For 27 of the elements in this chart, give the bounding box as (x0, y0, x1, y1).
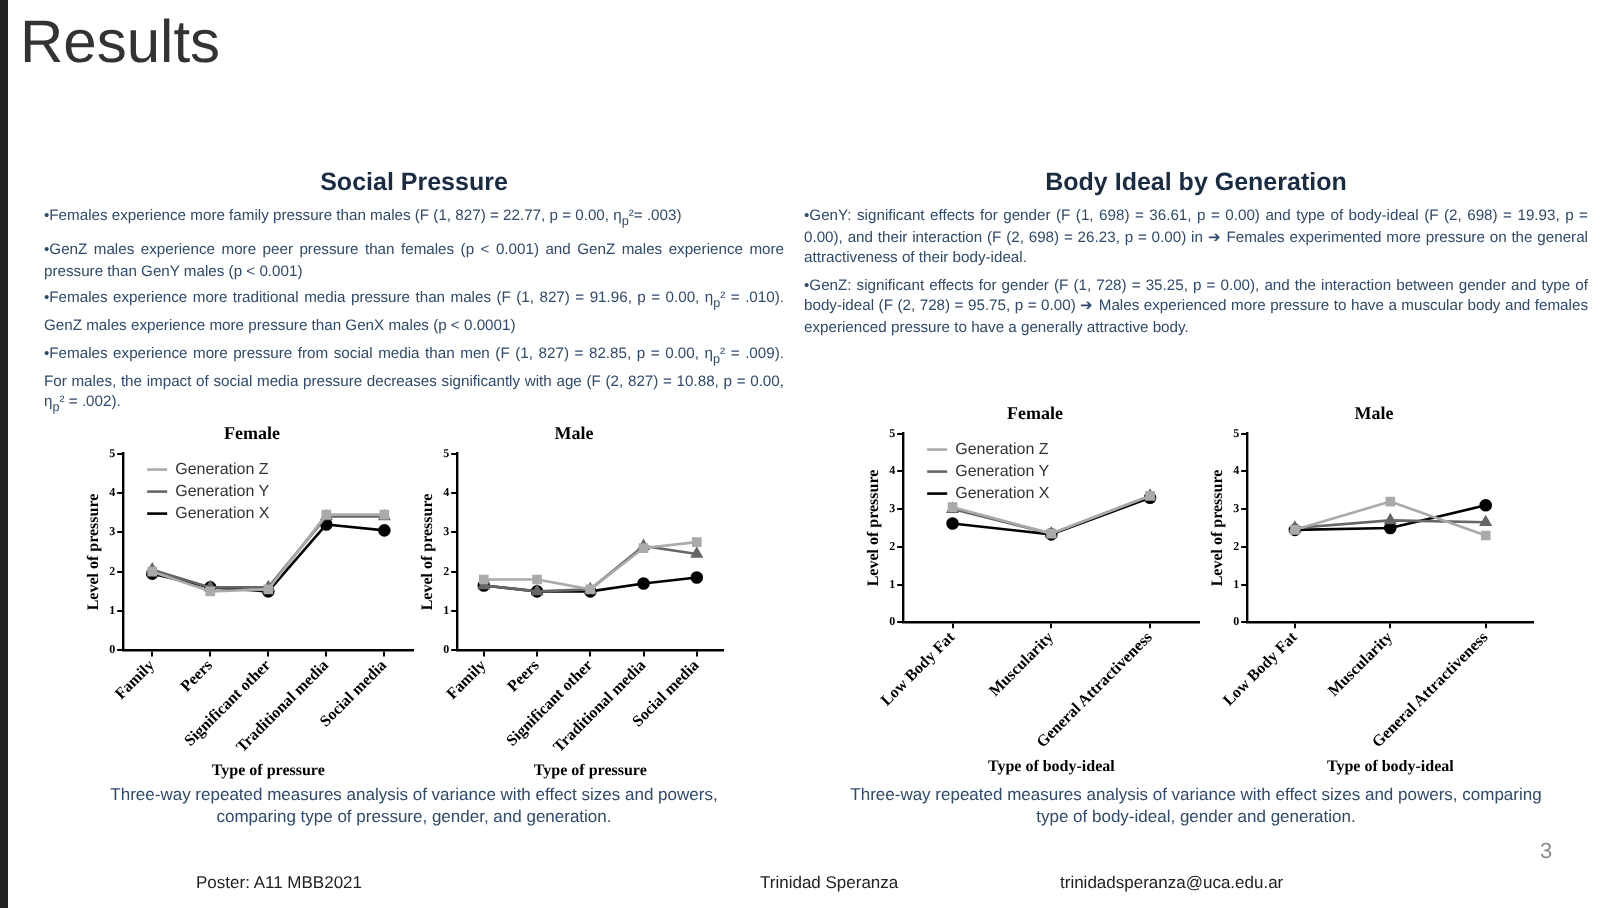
legend-label: Generation Y (955, 462, 1051, 481)
legend-label: Generation Z (955, 440, 1049, 459)
text: trinidadsperanza@uca.edu.ar (1060, 872, 1284, 892)
chart-title: Male (1354, 403, 1394, 424)
text: Three-way repeated measures analysis of variance with effect sizes and powers, comparing type of pressure, gender, and generation. (108, 784, 720, 828)
text: Three-way repeated measures analysis of variance with effect sizes and powers, comparing type of body-ideal, gender and generation. (848, 784, 1544, 828)
x-axis-title: Type of body-ideal (1326, 756, 1456, 775)
legend-label: Generation X (175, 504, 271, 523)
y-axis-title: Level of pressure (863, 468, 882, 587)
chart-title: Male (554, 423, 594, 444)
text: Poster: A11 MBB2021 (196, 872, 363, 892)
x-axis-title: Type of pressure (533, 760, 648, 779)
y-axis-title: Level of pressure (417, 492, 436, 611)
chart-title: Female (224, 423, 280, 444)
y-axis-title: Level of pressure (1207, 468, 1226, 587)
text: 3 (1540, 840, 1553, 864)
text: Results (20, 8, 223, 80)
text: Social Pressure (318, 168, 510, 196)
x-axis-title: Type of pressure (211, 760, 326, 779)
text: Body Ideal by Generation (1043, 168, 1349, 196)
legend-label: Generation Z (175, 460, 269, 479)
x-axis-title: Type of body-ideal (987, 756, 1117, 775)
legend-label: Generation Y (175, 482, 271, 501)
legend-label: Generation X (955, 484, 1051, 503)
y-axis-title: Level of pressure (83, 492, 102, 611)
chart-title: Female (1007, 403, 1063, 424)
text: Trinidad Speranza (760, 872, 899, 892)
